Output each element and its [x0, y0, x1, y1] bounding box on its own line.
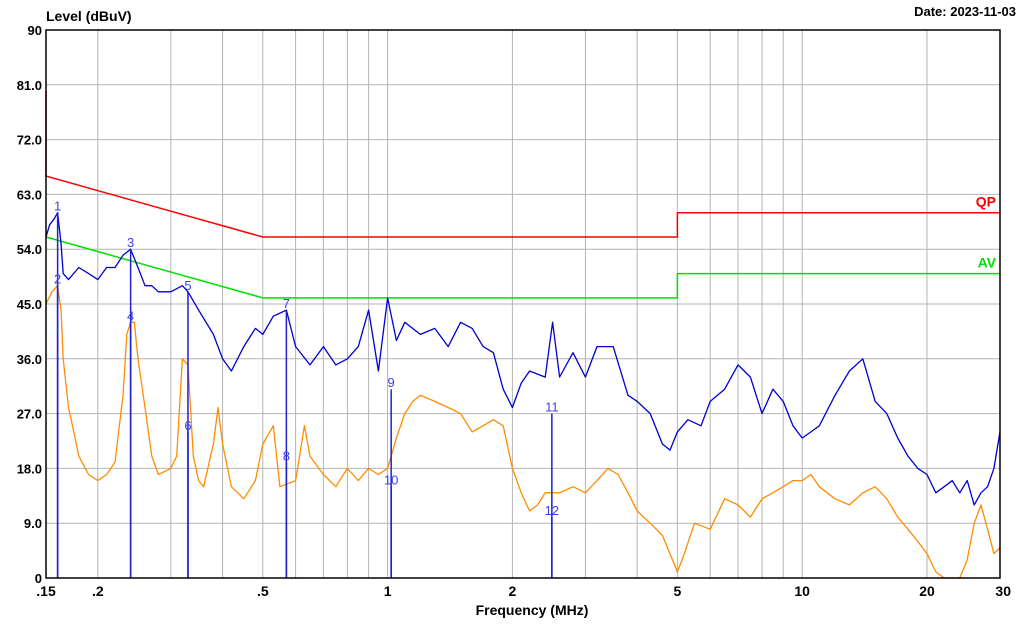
measurement-series	[45, 212, 1001, 579]
x-tick-label: 10	[794, 583, 810, 599]
x-tick-label: 30	[995, 583, 1011, 599]
av-limit-label: AV	[978, 255, 997, 271]
y-tick-label: 90	[28, 23, 42, 38]
marker-label: 8	[283, 448, 290, 463]
y-tick-label: 54.0	[17, 242, 42, 257]
plot-frame	[45, 29, 1001, 579]
marker-label: 2	[54, 272, 61, 287]
y-axis-label: Level (dBuV)	[46, 8, 132, 24]
y-tick-label: 72.0	[17, 133, 42, 148]
x-tick-label: 2	[508, 583, 516, 599]
y-tick-label: 63.0	[17, 187, 42, 202]
peak-trace-line	[45, 212, 1001, 506]
y-tick-labels: 0 9.0 18.0 27.0 36.0 45.0 54.0 63.0 72.0 81.0 90	[17, 23, 42, 586]
marker-label: 7	[283, 296, 290, 311]
x-tick-label: 1	[384, 583, 392, 599]
y-tick-label: 36.0	[17, 352, 42, 367]
y-tick-label: 9.0	[24, 516, 42, 531]
marker-label: 12	[545, 503, 559, 518]
y-tick-label: 45.0	[17, 297, 42, 312]
x-tick-labels: .15 .2 .5 1 2 5 10 20 30	[36, 583, 1011, 599]
x-axis-label: Frequency (MHz)	[476, 602, 589, 618]
y-tick-label: 18.0	[17, 461, 42, 476]
y-tick-label: 27.0	[17, 407, 42, 422]
qp-limit-line	[45, 90, 1000, 238]
x-tick-label: 5	[673, 583, 681, 599]
y-tick-label: 0	[35, 571, 42, 586]
marker-label: 4	[127, 308, 134, 323]
marker-label: 1	[54, 199, 61, 214]
marker-label: 6	[184, 418, 191, 433]
x-tick-label: .2	[92, 583, 104, 599]
marker-label: 5	[184, 278, 191, 293]
x-tick-label: 20	[919, 583, 935, 599]
av-limit-line	[45, 236, 1000, 299]
average-trace-line	[45, 285, 1001, 579]
qp-limit-label: QP	[976, 194, 996, 210]
date-label: Date: 2023-11-03	[914, 4, 1016, 19]
marker-label: 9	[388, 375, 395, 390]
x-tick-label: .5	[257, 583, 269, 599]
marker-label: 3	[127, 235, 134, 250]
marker-label: 10	[384, 473, 398, 488]
x-tick-label: .15	[36, 583, 56, 599]
marker-label: 11	[545, 400, 559, 415]
y-tick-label: 81.0	[17, 78, 42, 93]
